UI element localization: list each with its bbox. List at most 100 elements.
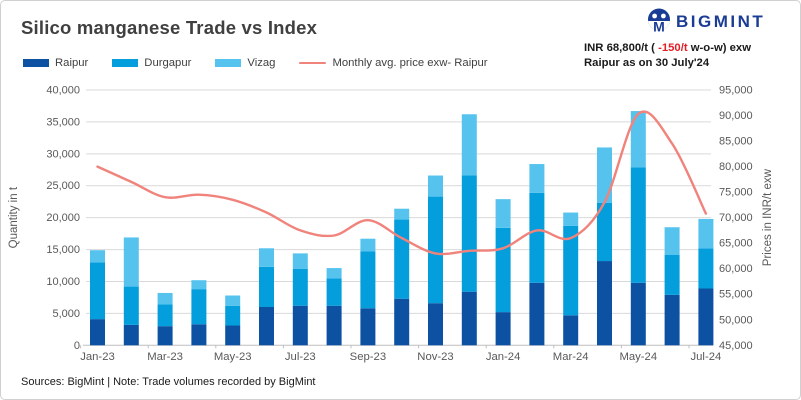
right-axis-tick: 70,000	[719, 212, 753, 224]
bar-segment-vizag-mar-23	[157, 292, 173, 305]
left-axis-tick: 30,000	[46, 148, 80, 160]
bar-segment-vizag-jan-23	[90, 250, 105, 263]
bar-segment-raipur-jan-23	[90, 319, 105, 346]
bar-segment-vizag-apr-23	[191, 280, 207, 290]
trade-vs-index-chart: 0 5,000 10,000 15,000 20,000 25,000 30,000 35,0…	[8, 85, 774, 364]
bar-segment-vizag-apr-24	[597, 147, 612, 203]
page-title: Silico manganese Trade vs Index	[21, 17, 318, 38]
bar-segment-durgapur-jun-23	[259, 266, 274, 308]
legend-color-swatch	[23, 59, 49, 67]
x-axis-label: Jan-24	[486, 351, 521, 363]
chart-legend: Raipur Durgapur Vizag Monthly avg. price ex…	[23, 57, 488, 69]
bar-segment-raipur-apr-24	[597, 261, 612, 346]
bar-segment-raipur-jun-23	[259, 307, 274, 346]
left-axis-tick: 15,000	[46, 244, 80, 256]
right-axis-title: Prices in INR/t exw	[762, 168, 774, 266]
x-axis-label: Jan-23	[80, 351, 115, 363]
legend-color-swatch	[112, 59, 139, 67]
bar-segment-durgapur-jul-23	[292, 268, 308, 306]
bigmint-logo-icon: M	[648, 8, 670, 35]
bar-segment-vizag-oct-23	[394, 208, 410, 220]
bar-segment-vizag-may-24	[630, 111, 646, 168]
bar-segment-durgapur-oct-23	[394, 219, 410, 299]
bar-segment-durgapur-mar-24	[563, 225, 579, 316]
right-axis-tick: 45,000	[719, 340, 753, 352]
legend-item-vizag: Vizag	[215, 57, 275, 69]
bar-segment-durgapur-apr-24	[597, 202, 612, 262]
bar-segment-vizag-may-23	[225, 295, 241, 306]
bar-segment-durgapur-dec-23	[461, 175, 477, 292]
x-axis-label: Nov-23	[417, 351, 453, 363]
legend-item-monthly: Monthly avg. price exw- Raipur	[299, 57, 488, 69]
bar-segment-raipur-may-23	[225, 325, 241, 346]
left-axis-tick: 40,000	[46, 85, 80, 97]
price-change-negative: -150/t	[658, 42, 688, 54]
bar-segment-raipur-dec-23	[461, 291, 477, 346]
brand-name: BIGMINT	[676, 12, 766, 31]
left-axis-tick: 0	[74, 340, 80, 352]
price-annotation-line2: Raipur as on 30 July'24	[584, 57, 710, 70]
bar-segment-vizag-mar-24	[563, 212, 579, 226]
legend-label: Durgapur	[144, 57, 192, 69]
bar-segment-raipur-aug-23	[326, 305, 342, 346]
x-axis-label: Sep-23	[350, 351, 386, 363]
bar-segment-durgapur-apr-23	[191, 289, 207, 325]
right-axis-tick: 60,000	[719, 263, 753, 275]
bar-segment-durgapur-may-24	[630, 167, 646, 283]
bar-segment-raipur-feb-24	[529, 282, 545, 346]
right-axis-tick: 55,000	[719, 289, 753, 301]
bar-segment-vizag-feb-23	[123, 237, 139, 287]
x-axis-label: May-24	[619, 351, 657, 363]
bar-segment-vizag-aug-23	[326, 268, 342, 279]
legend-label: Monthly avg. price exw- Raipur	[332, 57, 488, 69]
bar-segment-vizag-jan-24	[495, 199, 511, 228]
bar-segment-raipur-jan-24	[495, 312, 511, 346]
price-annotation-suffix: w-o-w) exw	[687, 42, 751, 54]
bar-segment-durgapur-mar-23	[157, 304, 173, 327]
right-axis-tick: 85,000	[719, 136, 753, 148]
x-axis-label: Jul-24	[691, 351, 722, 363]
left-axis-tick: 25,000	[46, 180, 80, 192]
legend-color-swatch	[215, 59, 242, 67]
bar-segment-raipur-apr-23	[191, 324, 207, 346]
right-axis-tick: 80,000	[719, 161, 753, 173]
legend-line-swatch	[299, 61, 327, 65]
right-axis-tick: 75,000	[719, 187, 753, 199]
price-line	[96, 110, 708, 256]
bar-segment-durgapur-jul-24	[698, 248, 714, 289]
bar-segment-vizag-dec-23	[461, 114, 477, 176]
bar-segment-raipur-jun-24	[664, 294, 680, 346]
x-axis-label: Mar-23	[147, 351, 183, 363]
bigmint-logo: M BIGMINT	[647, 8, 765, 36]
price-annotation: INR 68,800/t ( -150/t w-o-w) exw Raipur …	[584, 41, 796, 72]
bar-segment-durgapur-jun-24	[664, 254, 680, 295]
bar-segment-raipur-sep-23	[360, 308, 376, 346]
legend-item-raipur: Raipur	[23, 57, 88, 69]
legend-item-durgapur: Durgapur	[112, 57, 191, 69]
bar-segment-vizag-jun-23	[259, 248, 274, 267]
bar-segment-durgapur-may-23	[225, 305, 241, 326]
bar-segment-vizag-sep-23	[360, 238, 376, 252]
bar-segment-durgapur-jan-24	[495, 227, 511, 313]
legend-label: Raipur	[55, 57, 89, 69]
left-axis-tick: 5,000	[52, 308, 80, 320]
bar-segment-raipur-mar-23	[157, 326, 173, 346]
bar-segment-raipur-nov-23	[428, 303, 443, 346]
right-axis-tick: 90,000	[719, 110, 753, 122]
bar-segment-raipur-mar-24	[563, 315, 579, 346]
bar-segment-raipur-jul-23	[292, 305, 308, 346]
bar-segment-vizag-jul-23	[292, 253, 308, 269]
price-annotation-text: INR 68,800/t (	[584, 42, 659, 54]
left-axis-tick: 20,000	[46, 212, 80, 224]
bar-segment-vizag-nov-23	[428, 175, 443, 197]
x-axis-label: Mar-24	[553, 351, 589, 363]
x-axis-label: Jul-23	[285, 351, 316, 363]
bar-segment-durgapur-aug-23	[326, 278, 342, 306]
bar-segment-vizag-jun-24	[664, 227, 680, 255]
x-axis-label: May-23	[214, 351, 252, 363]
bar-segment-durgapur-nov-23	[428, 196, 443, 304]
right-axis-tick: 50,000	[719, 314, 753, 326]
bar-segment-vizag-feb-24	[529, 164, 545, 193]
bar-segment-raipur-jul-24	[698, 288, 714, 346]
